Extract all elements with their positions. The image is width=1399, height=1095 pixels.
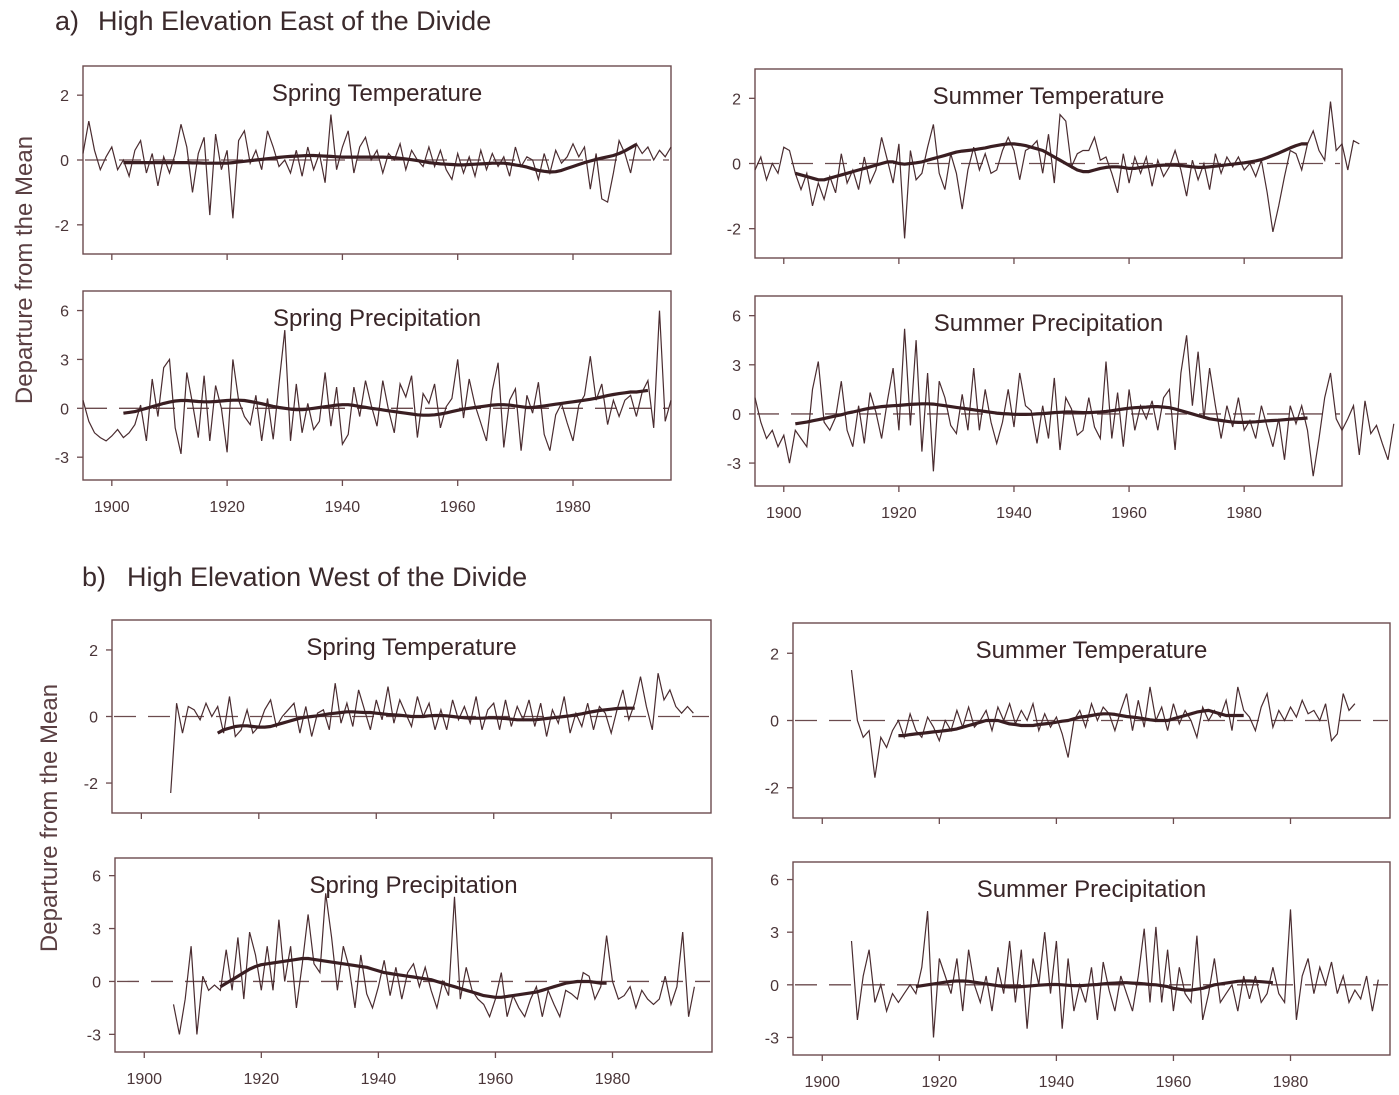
smoothed-series-line	[123, 143, 638, 174]
panel-title: Spring Precipitation	[309, 872, 517, 899]
y-tick-label: 0	[770, 714, 779, 731]
y-tick-label: 0	[732, 407, 741, 424]
panel-title: Summer Temperature	[933, 83, 1165, 110]
annual-series-line	[850, 909, 1379, 1038]
y-tick-label: 6	[732, 309, 741, 326]
smoothed-series-line	[123, 388, 649, 417]
section-b-title: High Elevation West of the Divide	[127, 562, 527, 592]
x-tick-label: 1940	[361, 1071, 397, 1088]
y-tick-label: 3	[60, 352, 69, 369]
smoothed-series-line	[219, 956, 607, 999]
panel-title: Spring Temperature	[306, 634, 516, 661]
y-tick-label: -2	[765, 781, 779, 798]
y-tick-label: 3	[770, 925, 779, 942]
panel-a-summer-precip: Summer Precipitation 6 3 0 -3 1900 1920 1940 196…	[727, 295, 1395, 522]
y-tick-label: 0	[89, 710, 98, 727]
annual-series-line	[754, 101, 1360, 239]
y-tick-label: 0	[732, 157, 741, 174]
panel-title: Spring Precipitation	[273, 305, 481, 332]
annual-series-line	[82, 114, 672, 219]
y-tick-label: -2	[84, 776, 98, 793]
y-tick-label: -3	[87, 1027, 101, 1044]
y-tick-label: 2	[60, 88, 69, 105]
x-tick-label: 1960	[478, 1071, 514, 1088]
panel-title: Summer Precipitation	[977, 876, 1206, 903]
panel-title: Summer Temperature	[976, 637, 1208, 664]
section-b-label: b)	[82, 562, 106, 592]
y-tick-label: 2	[89, 643, 98, 660]
plot-frame	[754, 295, 1343, 487]
x-tick-label: 1980	[595, 1071, 631, 1088]
x-tick-label: 1940	[1039, 1074, 1075, 1091]
panel-b-spring-temp: Spring Temperature 2 0 -2	[84, 619, 712, 819]
annual-series-line	[754, 328, 1395, 477]
x-tick-label: 1900	[766, 505, 802, 522]
section-a-title: High Elevation East of the Divide	[98, 6, 491, 36]
y-tick-label: 0	[770, 978, 779, 995]
section-a-label: a)	[55, 6, 79, 36]
y-tick-label: 2	[732, 91, 741, 108]
smoothed-series-line	[794, 142, 1308, 182]
x-tick-label: 1940	[325, 499, 361, 516]
x-tick-label: 1920	[881, 505, 917, 522]
smoothed-series-line	[795, 402, 1308, 426]
x-tick-label: 1960	[1111, 505, 1147, 522]
y-tick-label: -3	[727, 456, 741, 473]
y-tick-label: -3	[55, 450, 69, 467]
x-tick-label: 1920	[244, 1071, 280, 1088]
panel-a-spring-temp: Spring Temperature 2 0 -2	[55, 65, 672, 260]
y-tick-label: 0	[92, 974, 101, 991]
x-tick-label: 1900	[126, 1071, 162, 1088]
panel-b-summer-temp: Summer Temperature 2 0 -2	[765, 622, 1391, 824]
panel-a-summer-temp: Summer Temperature 2 0 -2	[727, 68, 1360, 264]
x-tick-label: 1960	[440, 499, 476, 516]
y-tick-label: 3	[92, 922, 101, 939]
y-tick-label: -3	[765, 1030, 779, 1047]
plot-frame	[114, 857, 713, 1053]
panel-title: Summer Precipitation	[934, 310, 1163, 337]
plot-frame	[792, 861, 1391, 1056]
panel-b-summer-precip: Summer Precipitation 6 3 0 -3 1900 1920 1940 196…	[765, 861, 1391, 1091]
y-tick-label: 6	[60, 304, 69, 321]
x-tick-label: 1980	[1226, 505, 1262, 522]
annual-series-line	[172, 893, 695, 1035]
smoothed-series-line	[216, 706, 635, 735]
x-tick-label: 1980	[1273, 1074, 1309, 1091]
y-tick-label: 6	[92, 869, 101, 886]
x-tick-label: 1900	[804, 1074, 840, 1091]
x-tick-label: 1960	[1156, 1074, 1192, 1091]
x-tick-label: 1920	[209, 499, 245, 516]
y-tick-label: -2	[727, 222, 741, 239]
plot-frame	[82, 290, 672, 481]
annual-series-line	[82, 310, 672, 455]
annual-series-line	[170, 673, 694, 794]
y-tick-label: -2	[55, 218, 69, 235]
smoothed-series-line	[898, 708, 1244, 738]
y-tick-label: 6	[770, 873, 779, 890]
x-tick-label: 1900	[94, 499, 130, 516]
section-b-ylabel: Departure from the Mean	[36, 684, 63, 952]
x-tick-label: 1920	[922, 1074, 958, 1091]
x-tick-label: 1940	[996, 505, 1032, 522]
y-tick-label: 0	[60, 401, 69, 418]
smoothed-series-line	[915, 979, 1274, 992]
panel-b-spring-precip: Spring Precipitation 6 3 0 -3 1900 1920 1940 196…	[87, 857, 713, 1088]
x-tick-label: 1980	[555, 499, 591, 516]
y-tick-label: 2	[770, 646, 779, 663]
panel-title: Spring Temperature	[272, 80, 482, 107]
annual-series-line	[850, 670, 1356, 778]
section-a-ylabel: Departure from the Mean	[11, 136, 38, 404]
y-tick-label: 0	[60, 153, 69, 170]
panel-a-spring-precip: Spring Precipitation 6 3 0 -3 1900 1920 1940 196…	[55, 290, 672, 516]
y-tick-label: 3	[732, 358, 741, 375]
chart-panels: Spring Temperature 2 0 -2 Spring Precipitati…	[55, 65, 1395, 1091]
